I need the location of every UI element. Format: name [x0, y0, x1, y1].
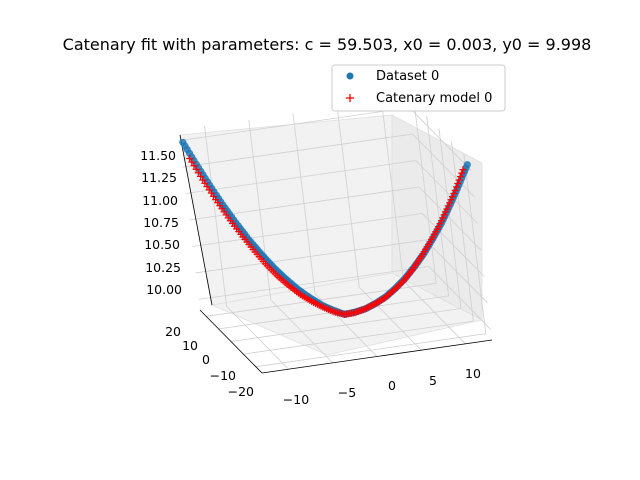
model-point: [443, 205, 451, 213]
model-point: [458, 169, 466, 177]
model-point: [361, 305, 369, 313]
model-point: [353, 308, 361, 316]
model-point: [194, 169, 202, 177]
grid-line: [198, 266, 429, 300]
model-point: [192, 165, 200, 173]
grid-line: [426, 115, 449, 296]
grid-line: [195, 239, 426, 274]
x-tick-label: 0: [388, 378, 396, 393]
grid-line: [230, 308, 462, 342]
z-tick-labels: 11.50 11.25 11.00 10.75 10.50 10.25 10.0…: [140, 148, 182, 297]
model-point: [439, 214, 447, 222]
model-point: [366, 302, 374, 310]
model-point: [395, 282, 403, 290]
y-tick-label: −20: [228, 384, 254, 399]
y-tick-labels: 20 10 0 −10 −20: [165, 324, 254, 399]
model-point: [351, 309, 359, 317]
model-point: [435, 223, 443, 231]
model-point: [447, 196, 455, 204]
x-tick-label: 10: [465, 366, 481, 381]
model-point: [368, 302, 376, 310]
model-point: [392, 285, 400, 293]
model-point: [451, 186, 459, 194]
x-tick-label: −10: [283, 392, 309, 407]
chart-title: Catenary fit with parameters: c = 59.503…: [63, 35, 592, 54]
grid-line: [451, 141, 474, 322]
data-series: [179, 138, 471, 318]
model-point: [190, 162, 198, 170]
grid-lines: [179, 100, 491, 370]
x-tick-label: −5: [338, 385, 356, 400]
model-point: [364, 303, 372, 311]
grid-line: [243, 320, 474, 355]
model-point: [452, 183, 460, 191]
model-point: [446, 199, 454, 207]
z-tick-label: 11.00: [142, 193, 178, 208]
x-tick-label: 5: [429, 373, 437, 388]
model-point: [363, 304, 371, 312]
grid-line: [185, 160, 416, 194]
legend-box: [331, 64, 506, 112]
z-tick-label: 10.00: [146, 282, 182, 297]
model-point: [440, 211, 448, 219]
data-point: [463, 161, 471, 169]
model-point: [454, 179, 462, 187]
legend-label-dataset: Dataset 0: [376, 69, 439, 84]
model-point: [456, 173, 464, 181]
grid-line: [413, 103, 437, 284]
model-point: [197, 172, 205, 180]
grid-line: [179, 107, 410, 141]
model-point: [393, 283, 401, 291]
grid-line: [255, 333, 486, 368]
model-point: [186, 155, 194, 163]
z-tick-label: 11.50: [140, 148, 176, 163]
model-point: [442, 208, 450, 216]
model-point: [390, 286, 398, 294]
model-point: [450, 190, 458, 198]
model-point: [359, 306, 367, 314]
model-point: [358, 306, 366, 314]
model-point: [354, 307, 362, 315]
model-point: [455, 176, 463, 184]
model-point: [188, 158, 196, 166]
model-point: [459, 166, 467, 174]
x-tick-labels: −10 −5 0 5 10: [283, 366, 481, 407]
z-tick-label: 10.50: [144, 237, 180, 252]
z-tick-label: 10.25: [145, 260, 181, 275]
legend-label-model: Catenary model 0: [376, 91, 492, 106]
model-point: [398, 279, 406, 287]
y-tick-label: −10: [210, 368, 236, 383]
grid-line: [438, 128, 462, 309]
axis-lines: [179, 134, 493, 374]
y-axis-line: [199, 309, 263, 374]
y-tick-label: 0: [202, 352, 210, 367]
model-series: [186, 155, 467, 318]
y-tick-label: 20: [165, 324, 181, 339]
grid-line: [463, 153, 487, 334]
legend-marker-model: [346, 94, 354, 102]
grid-line: [182, 133, 413, 168]
z-axis-line: [179, 134, 213, 306]
y-tick-label: 10: [182, 338, 198, 353]
model-point: [444, 202, 452, 210]
grid-line: [192, 213, 423, 247]
model-point: [448, 193, 456, 201]
x-axis-line: [261, 339, 493, 374]
model-point: [437, 217, 445, 225]
model-point: [436, 220, 444, 228]
z-tick-label: 11.25: [141, 170, 177, 185]
model-point: [396, 280, 404, 288]
legend-marker-dataset: [346, 72, 354, 80]
z-tick-label: 10.75: [143, 215, 179, 230]
legend: Dataset 0 Catenary model 0: [331, 64, 506, 112]
model-point: [356, 307, 364, 315]
